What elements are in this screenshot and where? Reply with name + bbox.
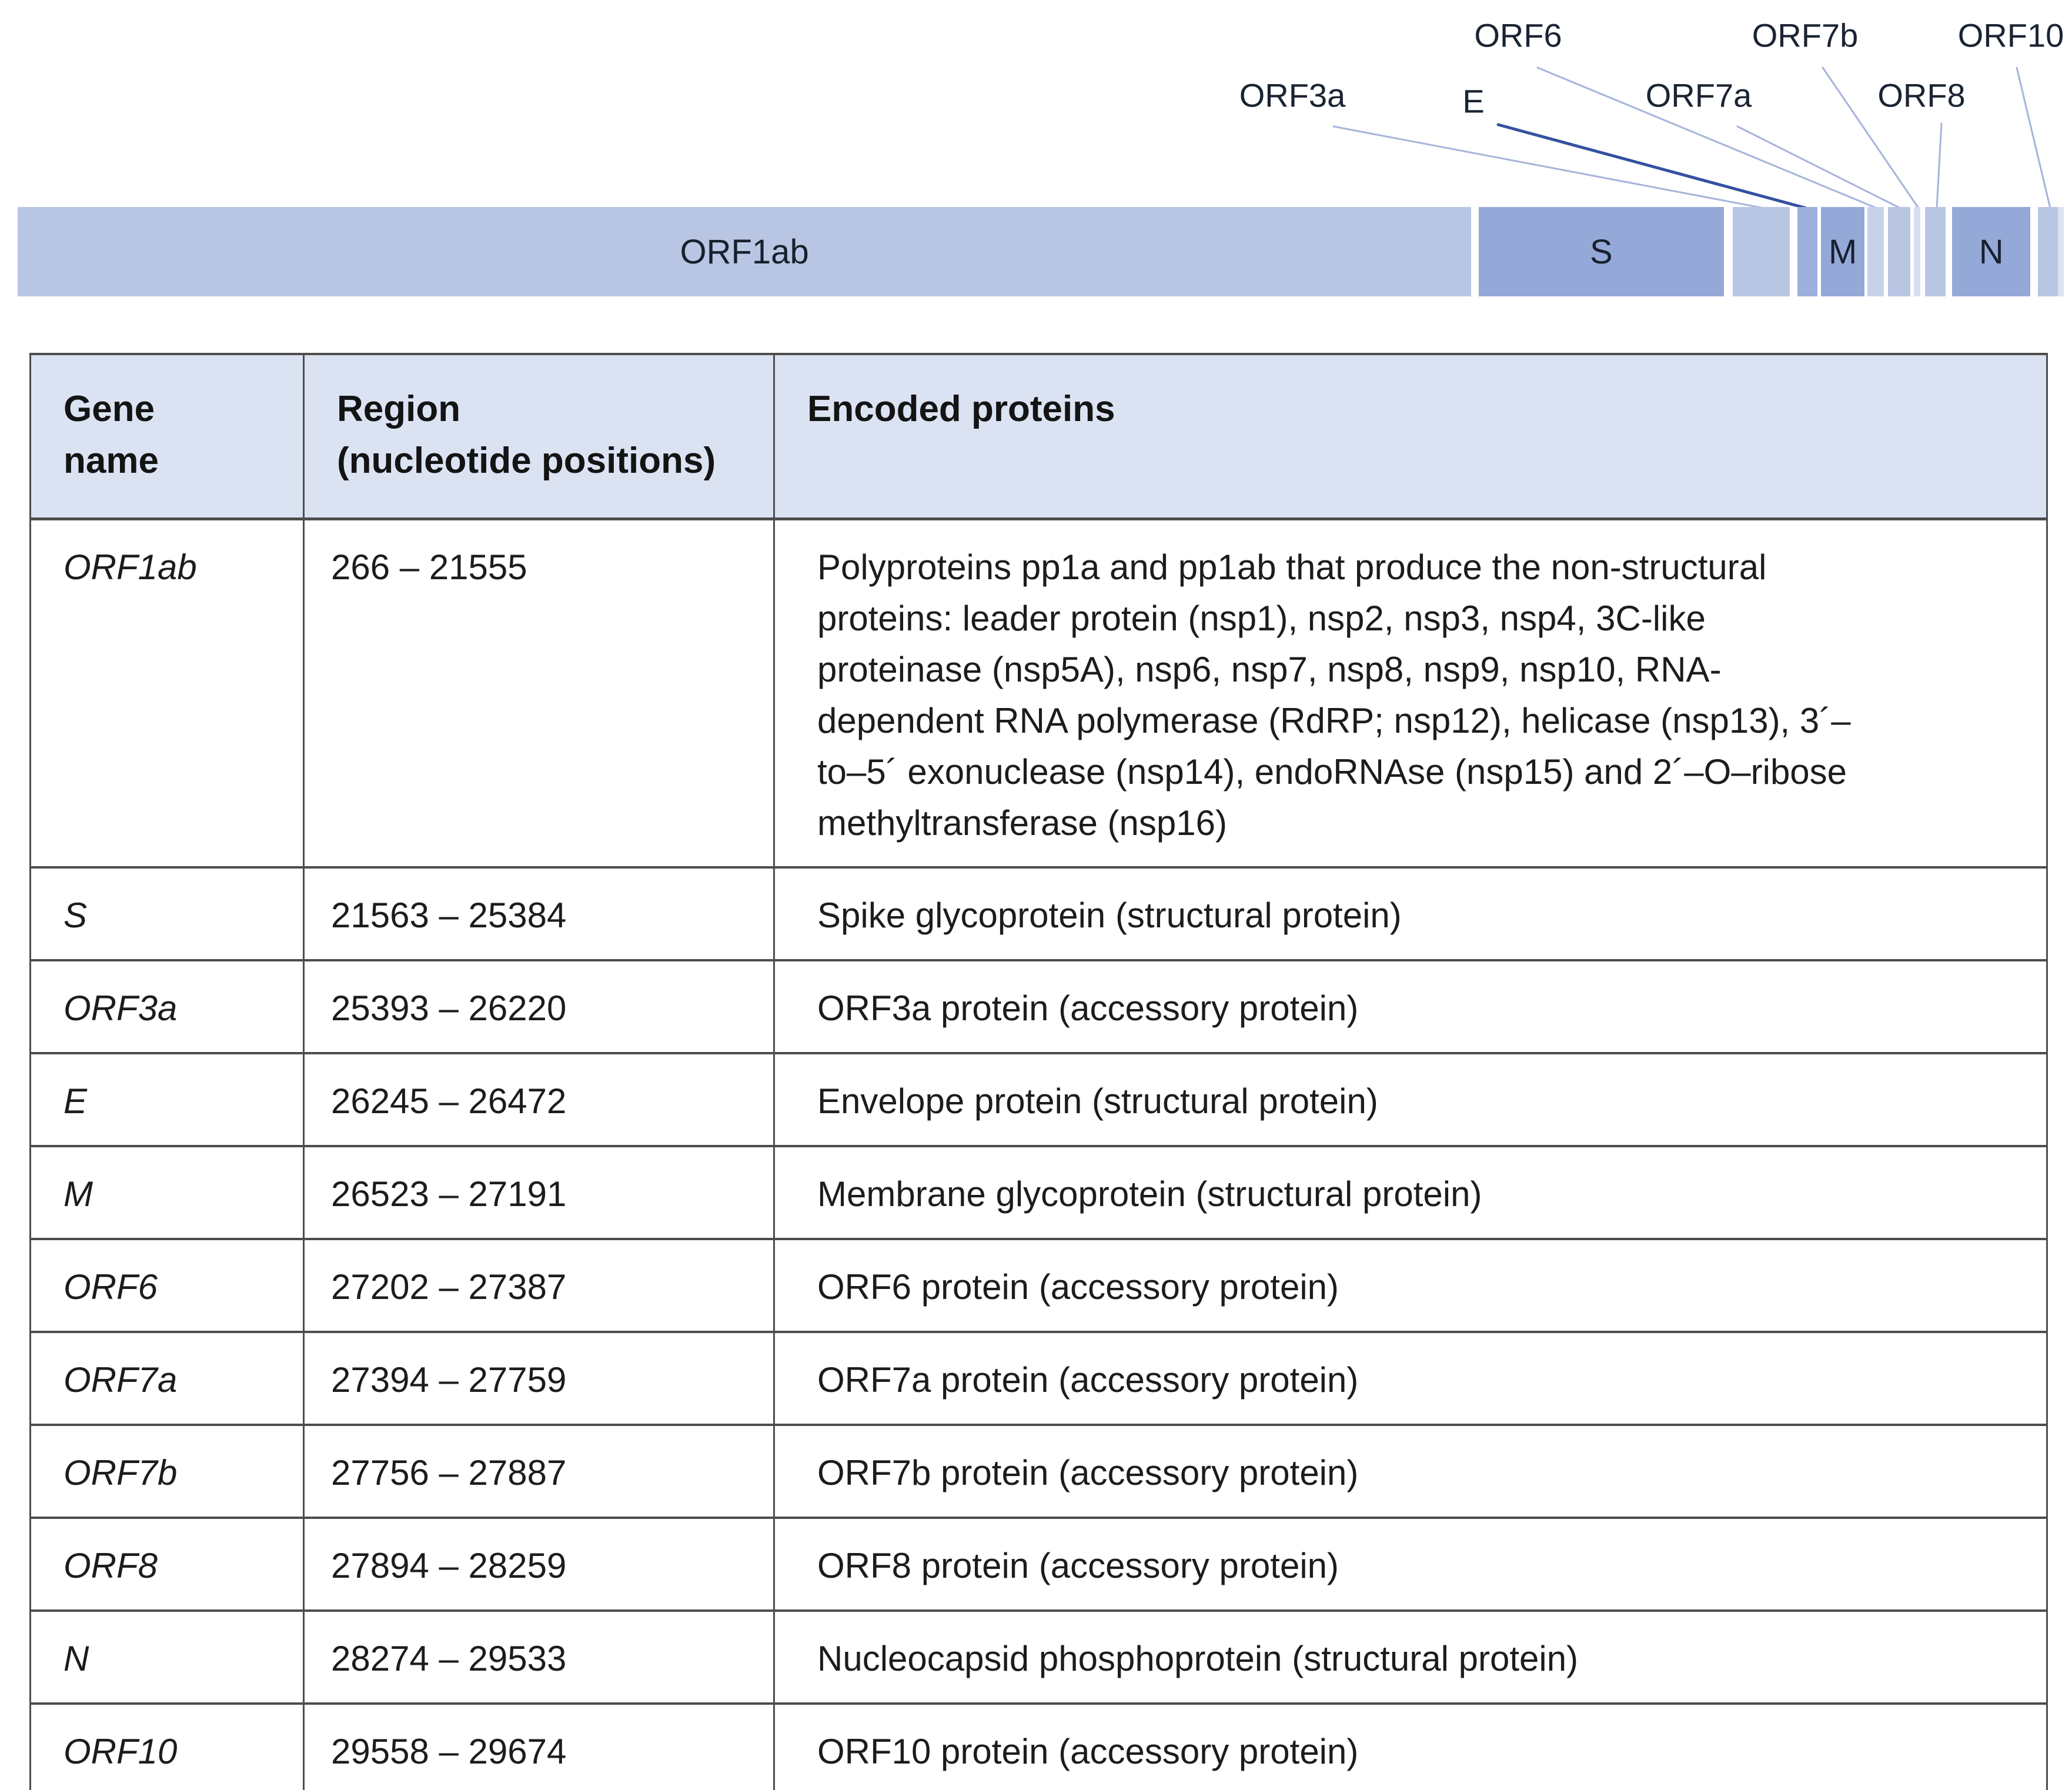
genome-diagram: ORF3a E ORF6 ORF7a ORF7b ORF8 ORF10 ORF1ab S M N [0,0,2072,353]
encoded-proteins-cell: Envelope protein (structural protein) [773,1051,2048,1147]
gene-name-cell: ORF1ab [29,517,305,869]
table-row-orf1ab: ORF1ab 266 – 21555 Polyproteins pp1a and p… [29,517,2048,869]
encoded-proteins-cell: ORF7a protein (accessory protein) [773,1330,2048,1426]
gene-name-cell: M [29,1144,305,1240]
column-header-region: Region (nucleotide positions) [303,353,775,520]
encoded-proteins-cell: ORF10 protein (accessory protein) [773,1702,2048,1790]
segment-gap [2057,207,2064,296]
gene-label-orf6: ORF6 [1474,16,1562,54]
orf8-leader-line [1936,122,1943,209]
segment-orf8 [1925,207,1946,296]
segment-orf7a [1887,207,1910,296]
table-row-orf8: ORF8 27894 – 28259 ORF8 protein (accessory… [29,1516,2048,1612]
gene-label-orf8: ORF8 [1877,76,1966,114]
genome-bar: ORF1ab S M N [18,207,2065,296]
region-cell: 27394 – 27759 [303,1330,775,1426]
encoded-proteins-cell: Spike glycoprotein (structural protein) [773,866,2048,961]
gene-label-orf7a: ORF7a [1645,76,1752,114]
e-leader-line [1496,123,1808,210]
region-cell: 26245 – 26472 [303,1051,775,1147]
segment-label-s: S [1589,232,1613,271]
segment-label-n: N [1979,232,2004,271]
encoded-proteins-cell: Polyproteins pp1a and pp1ab that produce… [773,517,2048,869]
gene-label-e: E [1462,82,1485,120]
table-row-e: E 26245 – 26472 Envelope protein (structur… [29,1051,2048,1147]
segment-e [1797,207,1818,296]
region-cell: 25393 – 26220 [303,959,775,1054]
region-cell: 27894 – 28259 [303,1516,775,1612]
gene-name-cell: ORF6 [29,1237,305,1333]
orf3a-leader-line [1332,125,1765,209]
region-cell: 266 – 21555 [303,517,775,869]
segment-n: N [1952,207,2030,296]
orf6-leader-line [1536,66,1878,209]
segment-gap [2030,207,2038,296]
region-cell: 29558 – 29674 [303,1702,775,1790]
segment-orf7b [1913,207,1921,296]
segment-gap [1817,207,1822,296]
encoded-proteins-cell: ORF3a protein (accessory protein) [773,959,2048,1054]
region-cell: 21563 – 25384 [303,866,775,961]
segment-gap [1883,207,1888,296]
region-cell: 26523 – 27191 [303,1144,775,1240]
segment-label-orf1ab: ORF1ab [680,232,809,271]
segment-orf3a [1732,207,1790,296]
gene-name-cell: ORF7b [29,1423,305,1519]
orf7a-leader-line [1736,125,1901,209]
gene-name-cell: S [29,866,305,961]
gene-label-orf10: ORF10 [1957,16,2064,54]
table-row-orf10: ORF10 29558 – 29674 ORF10 protein (accesso… [29,1702,2048,1790]
table-row-n: N 28274 – 29533 Nucleocapsid phosphoprotei… [29,1609,2048,1705]
gene-name-cell: ORF10 [29,1702,305,1790]
segment-label-m: M [1828,232,1857,271]
segment-gap [1471,207,1479,296]
segment-gap [1864,207,1867,296]
column-header-encoded-proteins: Encoded proteins [773,353,2048,520]
region-cell: 28274 – 29533 [303,1609,775,1705]
header-row: Gene name Region (nucleotide positions) … [29,353,2048,520]
encoded-proteins-cell: ORF8 protein (accessory protein) [773,1516,2048,1612]
table-row-s: S 21563 – 25384 Spike glycoprotein (struct… [29,866,2048,961]
table-row-orf3a: ORF3a 25393 – 26220 ORF3a protein (accesso… [29,959,2048,1054]
gene-label-orf3a: ORF3a [1239,76,1346,114]
gene-name-cell: ORF7a [29,1330,305,1426]
gene-table-header: Gene name Region (nucleotide positions) … [29,353,2048,520]
orf7b-leader-line [1822,66,1920,209]
segment-gap [1910,207,1914,296]
gene-name-cell: N [29,1609,305,1705]
table-row-orf7b: ORF7b 27756 – 27887 ORF7b protein (accesso… [29,1423,2048,1519]
segment-s: S [1479,207,1724,296]
leader-lines [1332,66,2051,210]
segment-gap [1945,207,1953,296]
segment-gap [1790,207,1798,296]
gene-table-body: ORF1ab 266 – 21555 Polyproteins pp1a and p… [29,517,2048,1790]
gene-name-cell: ORF8 [29,1516,305,1612]
encoded-proteins-cell: ORF7b protein (accessory protein) [773,1423,2048,1519]
gene-name-cell: ORF3a [29,959,305,1054]
table-row-orf7a: ORF7a 27394 – 27759 ORF7a protein (accesso… [29,1330,2048,1426]
segment-m: M [1821,207,1865,296]
segment-orf10 [2037,207,2058,296]
encoded-proteins-cell: ORF6 protein (accessory protein) [773,1237,2048,1333]
gene-name-cell: E [29,1051,305,1147]
column-header-gene-name: Gene name [29,353,305,520]
encoded-proteins-cell: Nucleocapsid phosphoprotein (structural … [773,1609,2048,1705]
gene-table: Gene name Region (nucleotide positions) … [29,353,2048,1790]
region-cell: 27756 – 27887 [303,1423,775,1519]
encoded-proteins-cell: Membrane glycoprotein (structural protei… [773,1144,2048,1240]
orf10-leader-line [2016,66,2051,209]
gene-label-orf7b: ORF7b [1752,16,1859,54]
table-row-orf6: ORF6 27202 – 27387 ORF6 protein (accessory… [29,1237,2048,1333]
segment-gap [1920,207,1926,296]
segment-gap [1723,207,1733,296]
segment-orf6 [1867,207,1884,296]
table-row-m: M 26523 – 27191 Membrane glycoprotein (str… [29,1144,2048,1240]
region-cell: 27202 – 27387 [303,1237,775,1333]
segment-orf1ab: ORF1ab [18,207,1472,296]
